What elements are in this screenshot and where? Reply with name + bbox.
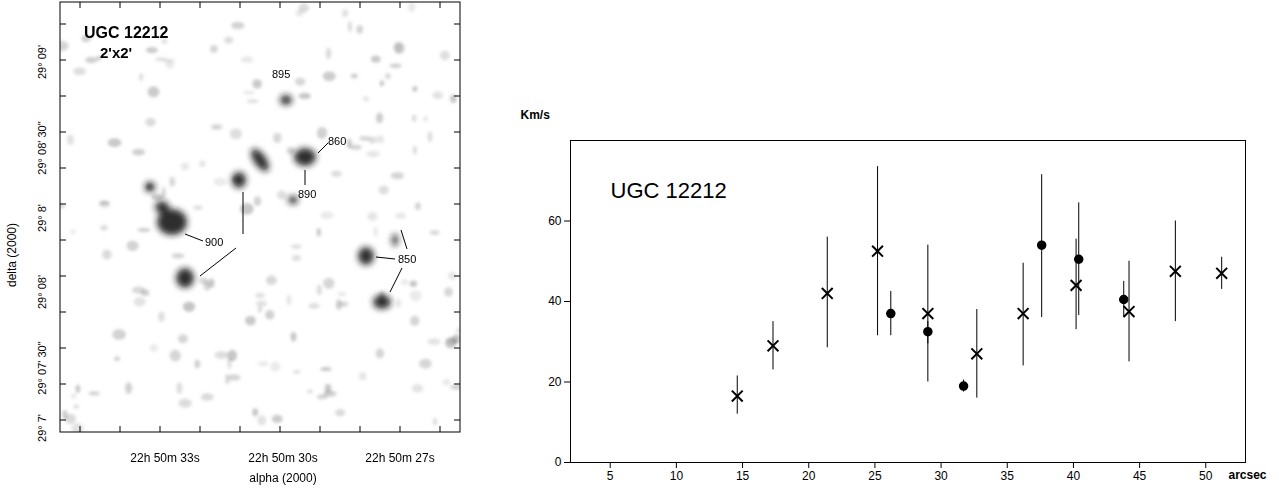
svg-text:860: 860 xyxy=(328,135,346,147)
svg-text:40: 40 xyxy=(1067,469,1081,483)
svg-text:35: 35 xyxy=(1001,469,1015,483)
svg-text:895: 895 xyxy=(272,68,290,80)
svg-text:22h 50m 33s: 22h 50m 33s xyxy=(130,451,199,465)
svg-text:900: 900 xyxy=(205,236,223,248)
svg-text:2'x2': 2'x2' xyxy=(100,44,132,61)
svg-text:0: 0 xyxy=(555,455,562,469)
svg-text:29° 8': 29° 8' xyxy=(36,204,48,232)
svg-text:890: 890 xyxy=(298,188,316,200)
svg-text:20: 20 xyxy=(548,375,562,389)
svg-text:5: 5 xyxy=(607,469,614,483)
svg-text:22h 50m 30s: 22h 50m 30s xyxy=(248,451,317,465)
svg-text:22h 50m 27s: 22h 50m 27s xyxy=(365,451,434,465)
svg-text:15: 15 xyxy=(736,469,750,483)
svg-text:29° 7': 29° 7' xyxy=(36,414,48,442)
svg-text:arcsec: arcsec xyxy=(1228,468,1266,482)
svg-text:45: 45 xyxy=(1133,469,1147,483)
svg-text:UGC 12212: UGC 12212 xyxy=(611,178,727,203)
svg-text:Km/s: Km/s xyxy=(521,108,551,122)
svg-text:29° 09': 29° 09' xyxy=(36,45,48,79)
svg-text:850: 850 xyxy=(398,253,416,265)
svg-text:alpha (2000): alpha (2000) xyxy=(249,471,316,485)
svg-text:25: 25 xyxy=(868,469,882,483)
svg-text:UGC 12212: UGC 12212 xyxy=(84,24,169,41)
svg-text:29° 07' 30": 29° 07' 30" xyxy=(36,341,48,394)
svg-text:50: 50 xyxy=(1199,469,1213,483)
svg-text:29° 08' 30": 29° 08' 30" xyxy=(36,121,48,174)
svg-text:60: 60 xyxy=(548,214,562,228)
svg-text:20: 20 xyxy=(802,469,816,483)
svg-text:40: 40 xyxy=(548,294,562,308)
svg-text:delta (2000): delta (2000) xyxy=(5,223,19,287)
svg-text:30: 30 xyxy=(934,469,948,483)
svg-text:29° 08': 29° 08' xyxy=(36,275,48,309)
svg-text:10: 10 xyxy=(670,469,684,483)
